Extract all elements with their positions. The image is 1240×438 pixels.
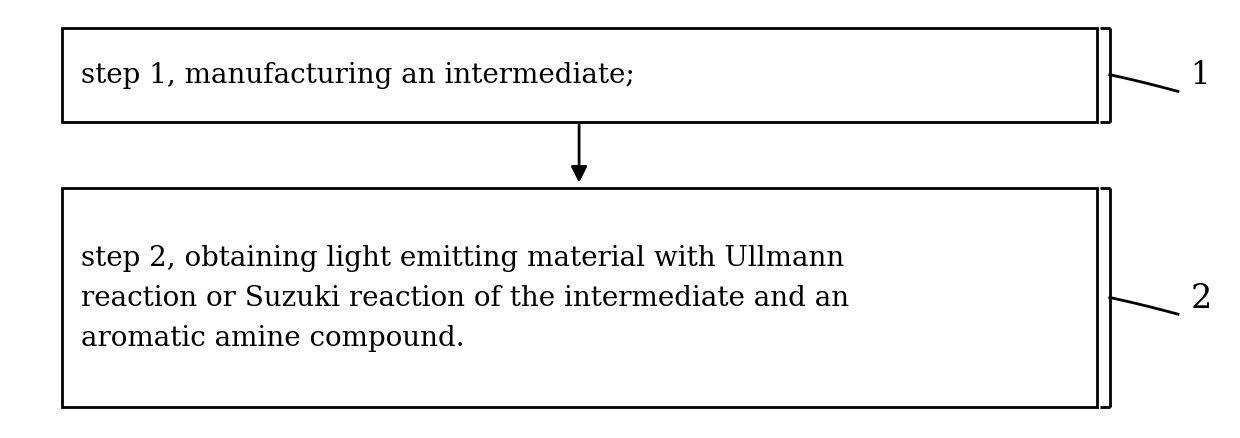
Text: step 2, obtaining light emitting material with Ullmann
reaction or Suzuki reacti: step 2, obtaining light emitting materia… — [81, 245, 848, 351]
FancyBboxPatch shape — [62, 28, 1097, 123]
Text: step 1, manufacturing an intermediate;: step 1, manufacturing an intermediate; — [81, 62, 635, 89]
Text: 2: 2 — [1190, 282, 1211, 314]
FancyBboxPatch shape — [62, 188, 1097, 407]
Text: 1: 1 — [1190, 60, 1210, 91]
